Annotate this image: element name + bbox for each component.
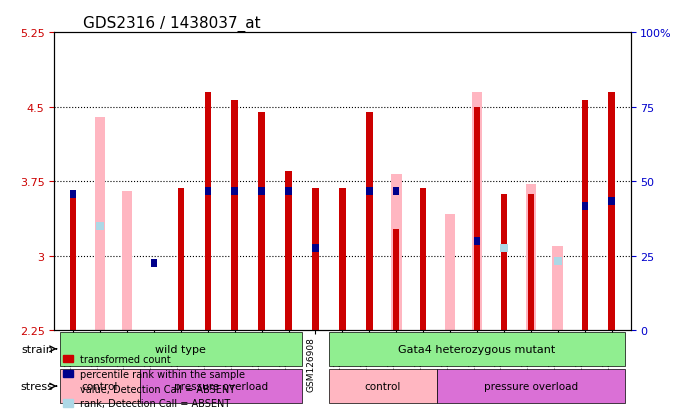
Bar [95, 117, 105, 330]
Bar [391, 175, 401, 330]
FancyBboxPatch shape [437, 369, 625, 403]
Bar [231, 100, 238, 330]
Bar [70, 191, 77, 199]
Bar [313, 244, 319, 252]
Bar [366, 112, 372, 330]
Bar [121, 192, 132, 330]
Bar [258, 188, 265, 196]
Text: GDS2316 / 1438037_at: GDS2316 / 1438037_at [83, 16, 260, 32]
FancyBboxPatch shape [329, 369, 437, 403]
Text: control: control [82, 381, 118, 391]
Bar [420, 189, 426, 330]
Bar [231, 188, 238, 196]
Bar [582, 100, 588, 330]
Bar [582, 202, 588, 211]
Bar [500, 244, 508, 252]
Bar [366, 188, 372, 196]
Bar [554, 257, 561, 265]
Text: wild type: wild type [155, 344, 206, 354]
Bar [178, 189, 184, 330]
Bar [472, 93, 483, 330]
Bar [258, 112, 265, 330]
Bar [393, 188, 399, 196]
Bar [151, 259, 157, 267]
Bar [553, 246, 563, 330]
Bar [501, 195, 507, 330]
Bar [339, 189, 346, 330]
FancyBboxPatch shape [60, 369, 140, 403]
Bar [608, 93, 615, 330]
Bar [70, 195, 77, 330]
Bar [393, 229, 399, 330]
Bar [205, 188, 211, 196]
FancyBboxPatch shape [60, 332, 302, 366]
Bar [285, 172, 292, 330]
Text: control: control [365, 381, 401, 391]
Bar [525, 185, 536, 330]
Bar [527, 195, 534, 330]
Bar [205, 93, 211, 330]
Text: pressure overload: pressure overload [174, 381, 268, 391]
Bar [285, 188, 292, 196]
Text: Gata4 heterozygous mutant: Gata4 heterozygous mutant [399, 344, 556, 354]
Bar [474, 237, 480, 245]
Bar [474, 107, 480, 330]
Text: pressure overload: pressure overload [484, 381, 578, 391]
Text: stress: stress [20, 381, 53, 391]
Text: strain: strain [21, 344, 53, 354]
Bar [313, 189, 319, 330]
Legend: transformed count, percentile rank within the sample, value, Detection Call = AB: transformed count, percentile rank withi… [59, 350, 250, 412]
Bar [445, 214, 456, 330]
FancyBboxPatch shape [329, 332, 625, 366]
FancyBboxPatch shape [140, 369, 302, 403]
Bar [96, 222, 104, 230]
Bar [608, 197, 615, 206]
